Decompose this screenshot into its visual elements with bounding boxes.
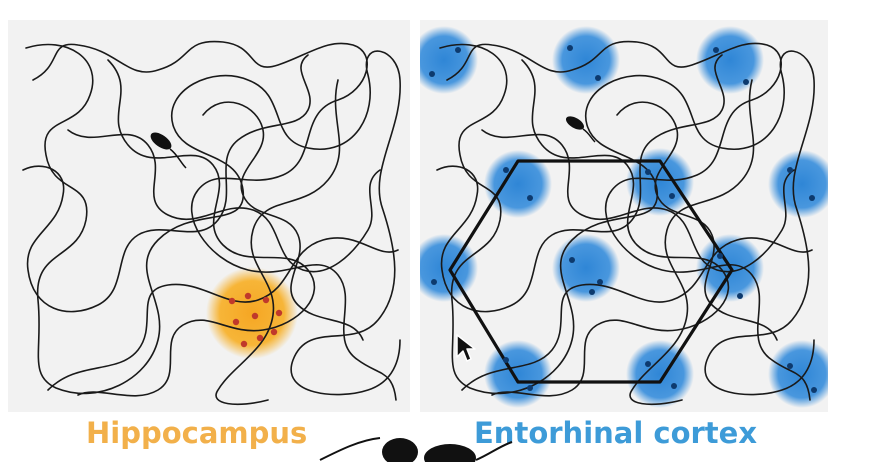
grid-cell-spikes xyxy=(429,45,817,393)
entorhinal-caption: Entorhinal cortex xyxy=(474,416,758,450)
grid-fields xyxy=(420,26,828,408)
place-field xyxy=(206,267,298,359)
hippocampus-caption: Hippocampus xyxy=(86,416,308,450)
mouse-cursor-icon xyxy=(456,334,476,362)
rat-icon xyxy=(150,132,187,169)
rat-trajectory xyxy=(436,40,815,406)
rat-trajectory xyxy=(22,40,401,406)
entorhinal-diagram xyxy=(420,26,828,408)
grid-hexagon xyxy=(448,159,734,384)
rat-icon xyxy=(565,116,596,143)
entorhinal-panel xyxy=(420,20,828,412)
place-cell-spikes xyxy=(228,292,283,348)
hippocampus-panel xyxy=(8,20,410,412)
brain-illustration-partial xyxy=(319,437,513,462)
hippocampus-diagram xyxy=(22,40,401,406)
